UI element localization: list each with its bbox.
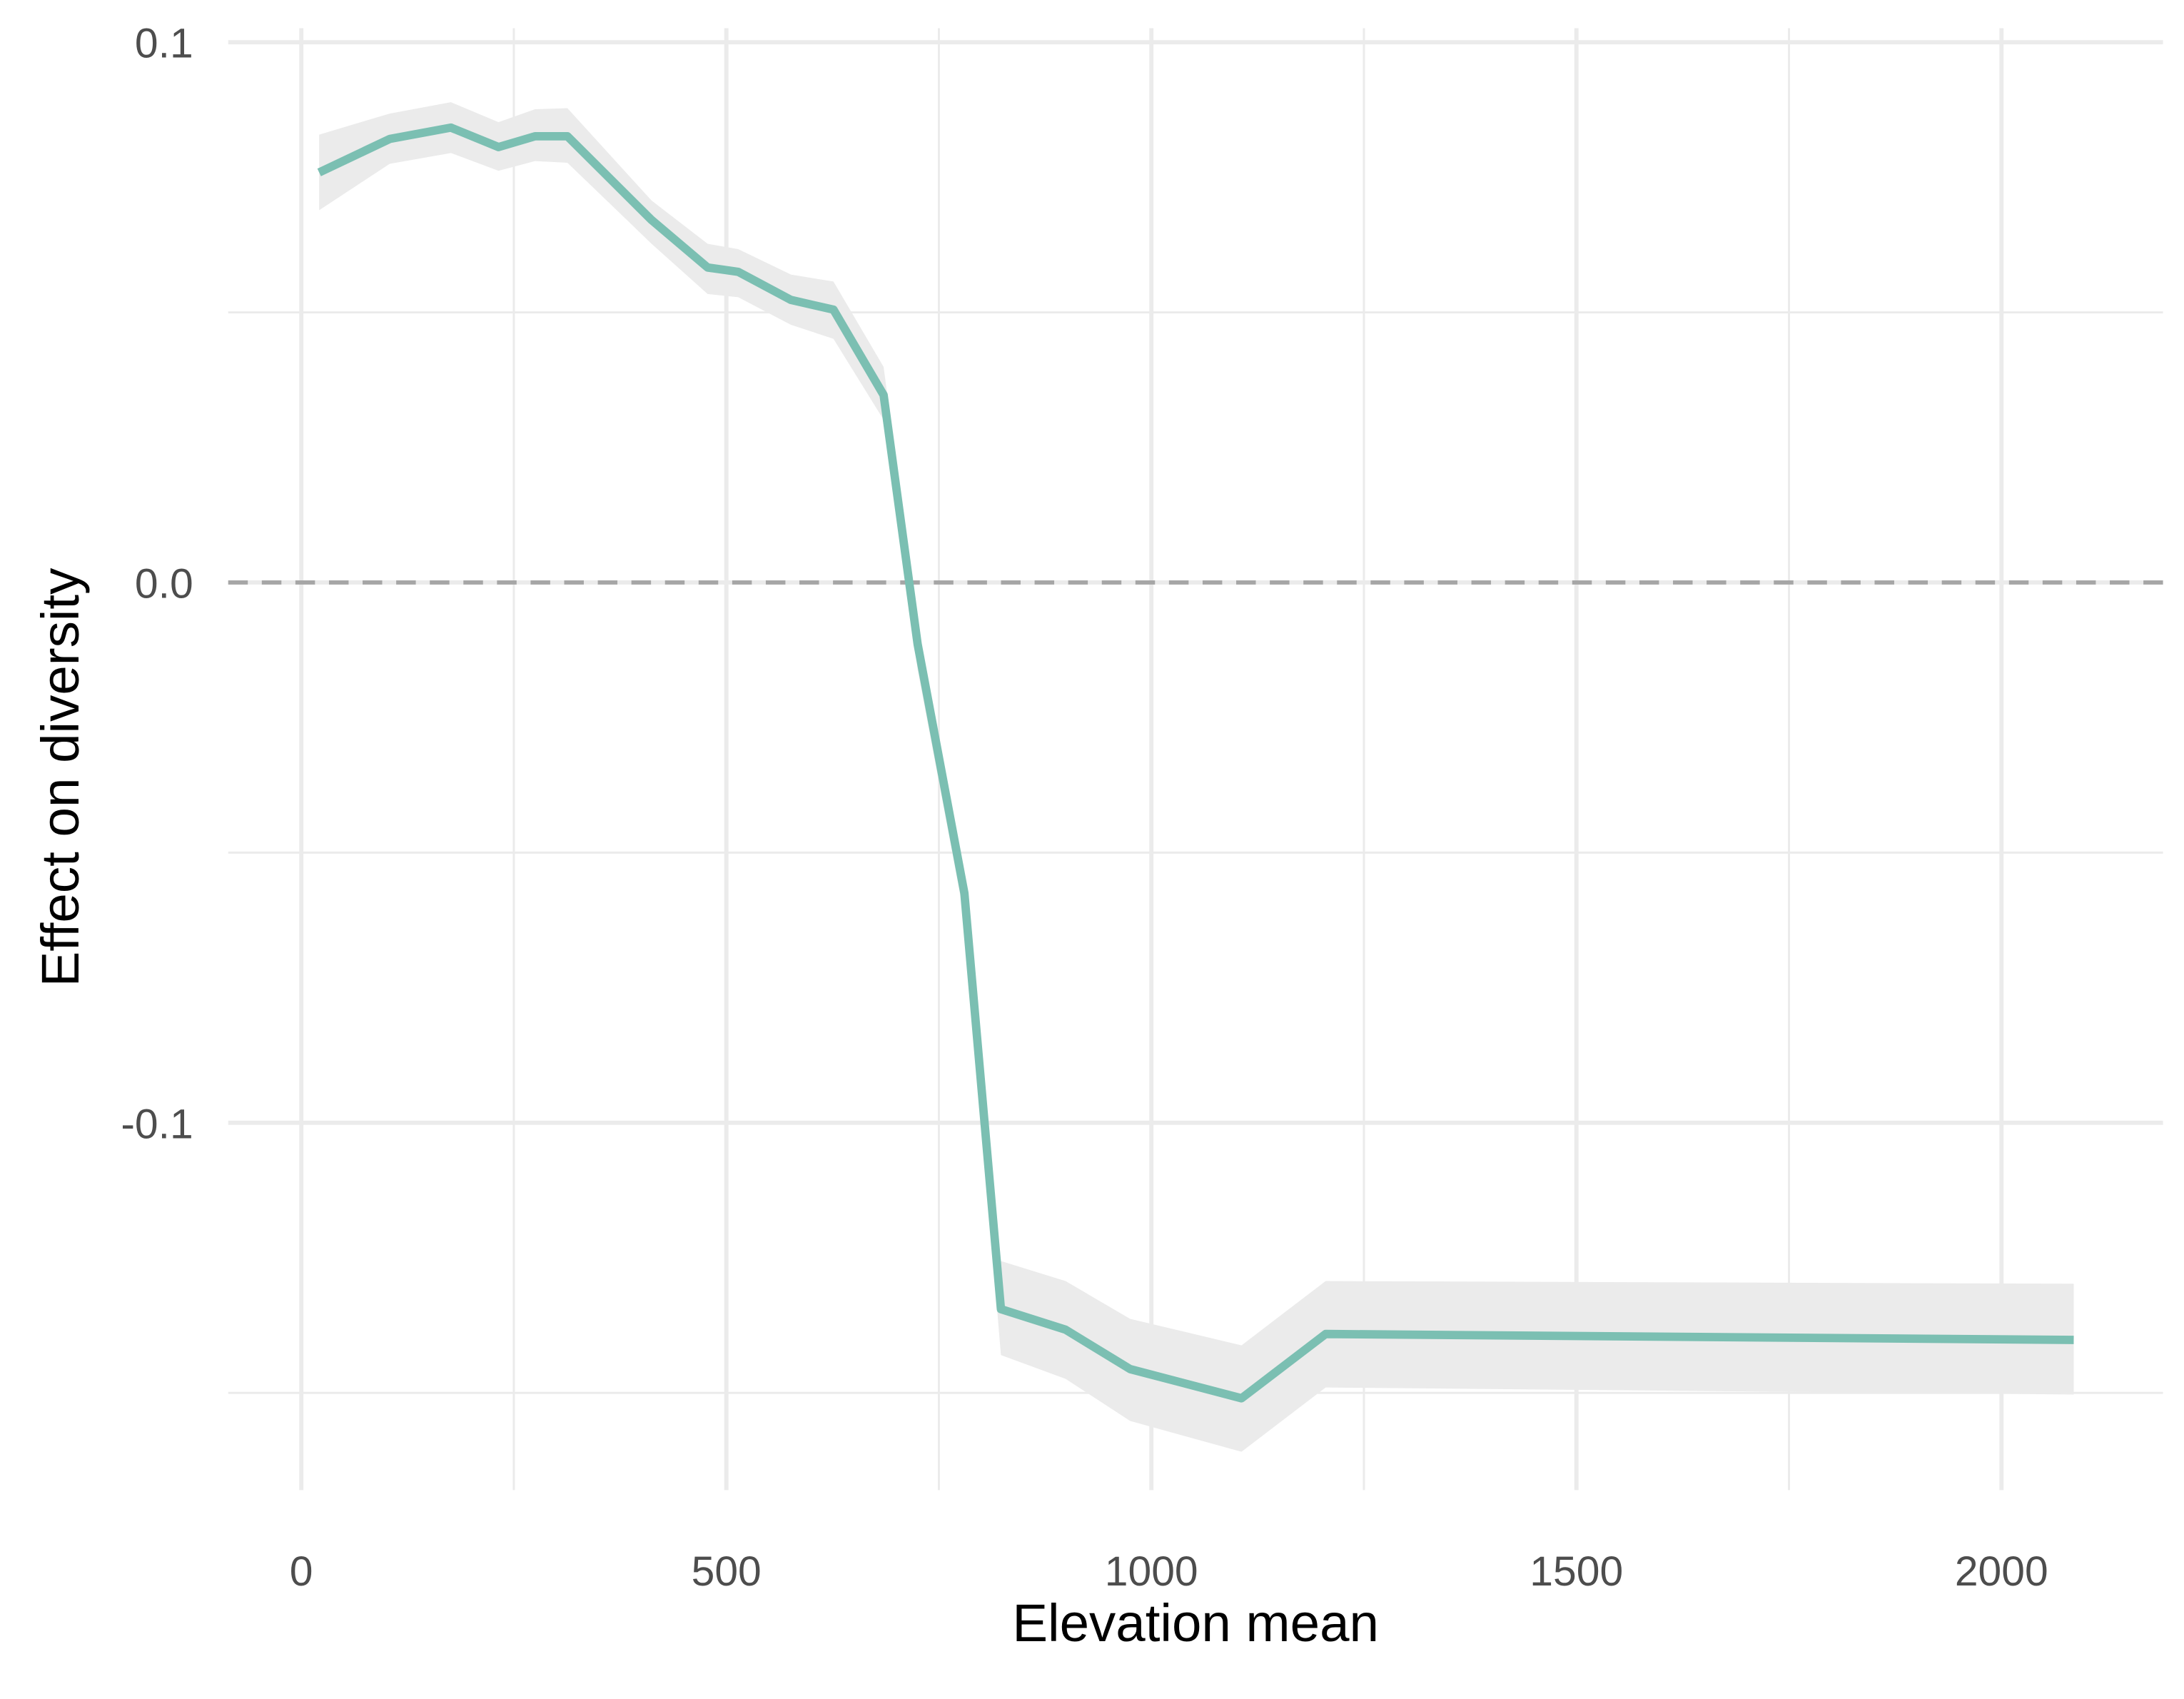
y-axis-title: Effect on diversity: [31, 568, 90, 987]
y-tick-label: 0.1: [135, 21, 193, 67]
line: [317, 123, 2074, 1403]
x-tick-label: 0: [290, 1548, 313, 1595]
y-tick-label: -0.1: [121, 1101, 193, 1147]
y-tick-label: 0.0: [135, 561, 193, 607]
x-tick-label: 1500: [1530, 1548, 1623, 1595]
x-tick-label: 500: [692, 1548, 762, 1595]
confidence-band: [319, 102, 2074, 1452]
x-tick-label: 1000: [1105, 1548, 1198, 1595]
x-axis-title: Elevation mean: [1012, 1593, 1379, 1653]
x-tick-label: 2000: [1955, 1548, 2048, 1595]
